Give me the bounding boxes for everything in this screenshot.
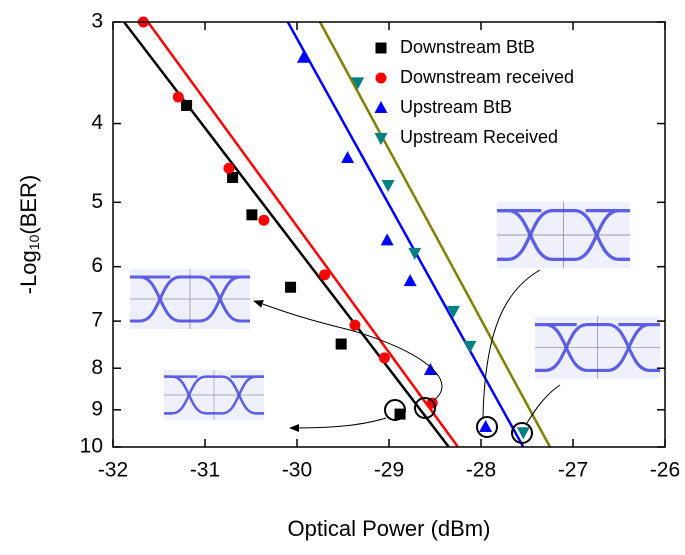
axes: -32 -31 -30 -29 -28 -27 -26 3 4 5 6 7 8 9 10 Optical Po… — [16, 10, 680, 541]
y-tick-label: 6 — [91, 254, 103, 277]
eye-diagram — [535, 316, 660, 379]
x-tick-label: -27 — [558, 459, 588, 482]
x-tick-label: -31 — [190, 459, 220, 482]
marker — [379, 352, 390, 363]
x-tick-label: -30 — [282, 459, 312, 482]
y-tick-label: 3 — [91, 10, 103, 33]
marker — [223, 163, 234, 174]
eye-diagram — [497, 202, 630, 269]
marker — [181, 100, 192, 111]
y-axis-label: -Log10(BER) — [16, 175, 42, 295]
marker — [336, 339, 347, 350]
marker — [404, 274, 417, 286]
legend-label: Downstream received — [400, 67, 574, 87]
marker — [382, 180, 395, 192]
x-tick-label: -32 — [98, 459, 128, 482]
connector — [527, 385, 560, 423]
marker — [173, 91, 184, 102]
x-axis-label: Optical Power (dBm) — [288, 516, 491, 541]
marker — [376, 43, 387, 54]
legend-label: Downstream BtB — [400, 37, 535, 57]
y-axis-label-part: 10 — [26, 234, 42, 250]
marker — [285, 282, 296, 293]
eye-diagram — [164, 370, 264, 420]
annotations — [130, 202, 660, 443]
y-tick-label: 9 — [91, 397, 103, 420]
marker — [258, 215, 269, 226]
marker — [341, 151, 354, 163]
y-tick-label: 4 — [91, 111, 103, 134]
marker — [381, 233, 394, 245]
y-axis-label-part: -Log — [16, 250, 41, 294]
y-tick-label: 5 — [91, 190, 103, 213]
y-tick-label: 8 — [91, 356, 103, 379]
marker — [349, 320, 360, 331]
marker — [246, 209, 257, 220]
x-tick-label: -29 — [374, 459, 404, 482]
legend-label: Upstream Received — [400, 127, 558, 147]
y-tick-label: 7 — [91, 309, 103, 332]
marker — [375, 101, 388, 113]
marker — [463, 341, 476, 353]
marker — [376, 73, 387, 84]
eye-diagram — [130, 269, 250, 329]
connector — [483, 270, 540, 417]
y-axis-label-part: (BER) — [16, 175, 41, 235]
arrow — [290, 418, 386, 428]
chart: Downstream BtB Downstream received Upstrea… — [0, 0, 685, 555]
x-tick-label: -28 — [466, 459, 496, 482]
x-tick-label: -26 — [650, 459, 680, 482]
marker — [319, 269, 330, 280]
marker — [479, 420, 492, 432]
marker — [424, 363, 437, 375]
legend-label: Upstream BtB — [400, 97, 512, 117]
y-tick-label: 10 — [80, 435, 103, 458]
